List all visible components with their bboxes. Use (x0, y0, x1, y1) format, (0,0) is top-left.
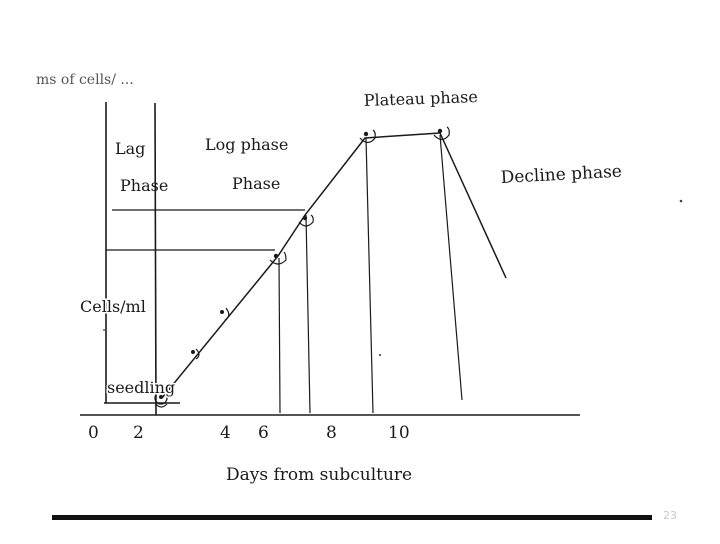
x-tick-label: 4 (220, 423, 231, 443)
decline-phase-label: Decline phase (500, 162, 622, 188)
lag-log-divider (154, 102, 157, 416)
plateau-phase-label: Plateau phase (363, 87, 478, 110)
sample-point (433, 126, 450, 141)
x-tick-label: 2 (133, 423, 144, 443)
scan-speck (679, 199, 683, 203)
sample-point (359, 129, 376, 144)
scan-speck (103, 329, 105, 331)
x-tick-label: 0 (88, 423, 99, 443)
scan-speck (378, 353, 382, 357)
lag-phase-label: Lag (115, 139, 145, 158)
log-phase-label: Log phase (205, 135, 288, 154)
sample-point (298, 214, 314, 227)
log-phase-label-line2: Phase (232, 174, 280, 193)
x-tick-label: 6 (258, 423, 269, 443)
page-number: 23 (663, 509, 677, 522)
drop-line-a (278, 257, 281, 414)
x-tick-labels: 0 2 4 6 8 10 (88, 423, 410, 443)
drop-line-d (439, 134, 463, 401)
decline-curve (439, 132, 507, 279)
seedling-label: seedling (107, 378, 175, 397)
x-tick-label: 8 (326, 423, 337, 443)
growth-curve (161, 132, 441, 399)
x-tick-label: 10 (388, 423, 410, 443)
sample-point (191, 348, 200, 360)
drop-line-b (305, 214, 311, 414)
y-axis-label: Cells/ml (80, 297, 146, 316)
lag-phase-label-line2: Phase (120, 176, 168, 195)
sample-point (220, 307, 230, 321)
sample-point (154, 391, 168, 408)
header-fragment: ms of cells/ ... (36, 72, 134, 88)
drop-line-c (365, 137, 374, 414)
x-axis-label: Days from subculture (226, 465, 412, 485)
footer-rule (52, 515, 652, 520)
sample-point (269, 251, 287, 265)
